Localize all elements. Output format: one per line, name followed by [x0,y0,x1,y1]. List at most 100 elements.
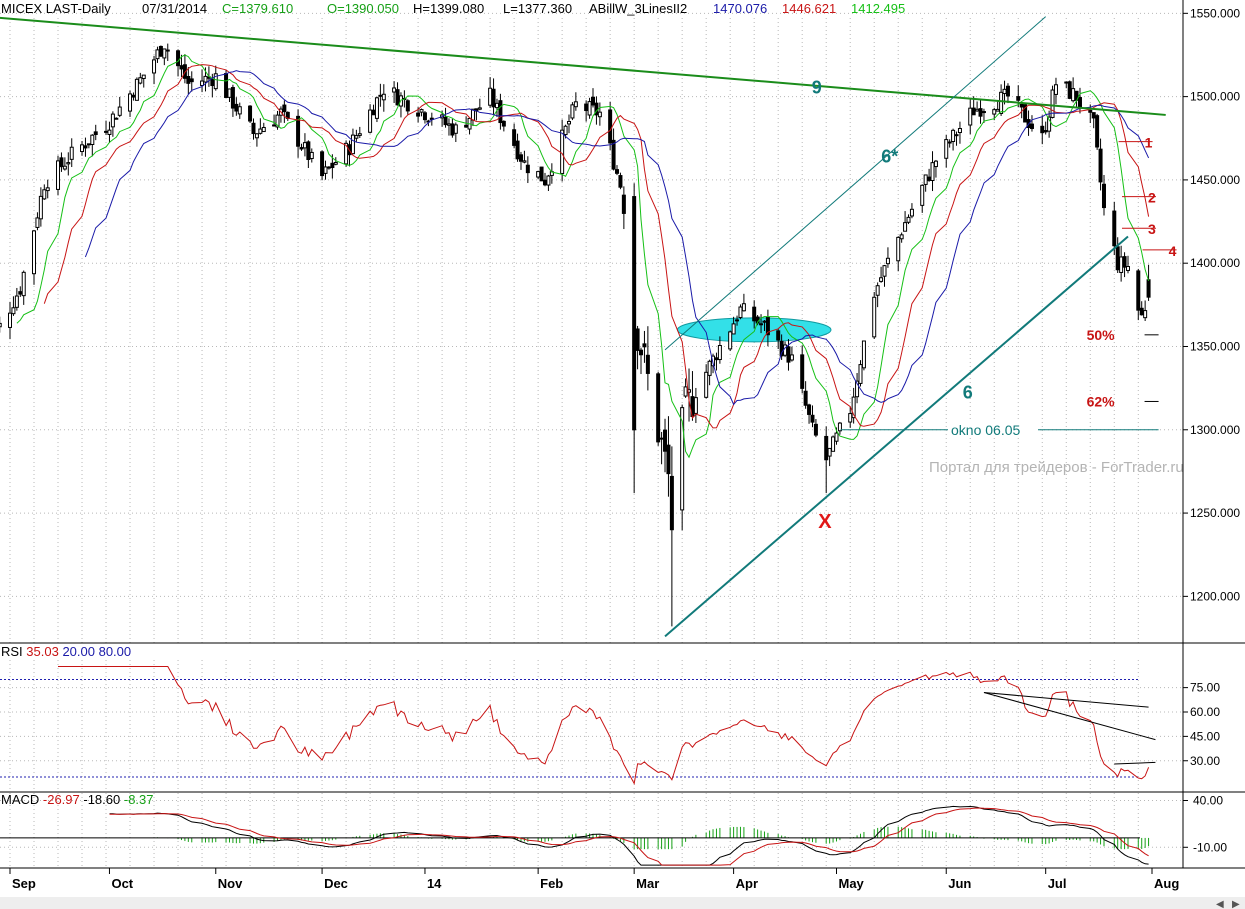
macd-title-name: MACD [1,792,39,807]
macd-tick-label: 40.00 [1193,793,1223,807]
candle-up [155,49,160,60]
candle-down [786,346,791,363]
symbol-label: MICEX LAST-Daily [1,1,111,16]
candle-down [813,423,818,436]
rsi-tick-label: 75.00 [1190,681,1220,695]
candle-down [807,404,812,415]
candle-up [968,107,973,126]
candle-up [45,187,50,192]
candle-down [282,104,287,113]
candle-down [645,354,650,374]
candle-up [872,296,877,338]
macd-histogram-value: -8.37 [120,792,153,807]
candle-down [759,323,764,326]
candle-up [261,126,266,133]
candle-up [707,360,712,376]
candle-down [296,115,301,147]
candle-down [395,89,400,106]
candle-down [1098,148,1103,183]
fib-level-label: 50% [1087,327,1116,343]
candle-down [1077,97,1082,108]
candle-up [587,101,592,116]
red-ma-line [43,64,1150,429]
candle-up [488,87,493,106]
rsi-tick-label: 45.00 [1190,729,1220,743]
macd-signal-line [109,807,1149,866]
candle-down [542,179,547,186]
green-ma-line [16,54,1150,459]
candle-down [210,78,215,87]
candle-up [254,133,259,139]
candle-down [927,176,932,181]
candle-up [350,134,355,155]
candle-down [179,65,184,70]
candle-down [1095,115,1100,148]
candle-up [957,128,962,134]
candle-up [704,371,709,398]
candle-down [182,64,187,79]
candle-up [326,166,331,169]
candle-down [416,112,421,117]
candle-down [1064,81,1069,84]
candle-up [90,134,95,146]
candle-up [566,121,571,125]
candle-down [618,175,623,188]
candle-down [669,475,674,531]
close-label: C=1379.610 [222,1,294,16]
candle-up [1047,116,1052,132]
macd-signal-value: -18.60 [80,792,120,807]
candle-up [851,396,856,419]
candle-up [858,364,863,384]
open-label: O=1390.050 [327,1,399,16]
date-label: 07/31/2014 [142,1,208,16]
candle-up [446,123,451,126]
candle-up [42,189,47,200]
candle-down [1067,81,1072,99]
candle-up [477,107,482,110]
candle-up [494,102,499,109]
price-tick-label: 1400.000 [1190,256,1240,270]
labels-layer: RSI 35.03 20.00 80.00 MACD -26.97 -18.60 … [1,644,154,807]
candle-up [1119,256,1124,273]
rsi-level-high: 80.00 [95,644,131,659]
candle-up [354,135,359,139]
candle-down [947,141,952,144]
candle-up [357,133,362,136]
rsi-line [58,666,1150,786]
candle-up [107,129,112,135]
candle-up [563,125,568,136]
candle-up [903,222,908,232]
candle-up [62,165,67,170]
candle-down [591,96,596,106]
candle-down [93,131,98,136]
candle-up [203,75,208,83]
candle-down [1088,109,1093,113]
annotations-layer: 9 6 6* X 50% 62% okno 06.05 1 2 34 Портал для трей… [0,16,1184,638]
rsi-divergence-line [983,692,1149,708]
candle-down [405,100,410,112]
candle-down [230,87,235,109]
candle-down [248,105,253,122]
candle-up [110,113,115,128]
candle-up [933,160,938,168]
candle-up [560,129,565,174]
candle-up [951,129,956,143]
axis-layer: 1550.000 1500.000 1450.000 1400.000 1350.000… [9,6,1240,891]
candle-up [453,124,458,134]
candle-up [237,106,242,115]
candle-up [378,94,383,97]
candle-down [635,328,640,351]
candle-up [258,128,263,134]
candle-down [320,151,325,177]
candle-up [128,93,133,112]
month-label: Jul [1048,876,1067,891]
candle-down [1005,85,1010,97]
candle-up [999,91,1004,114]
candle-up [573,101,578,108]
candle-down [18,291,23,295]
indicator-levels [0,679,1140,778]
rsi-value: 35.03 [23,644,59,659]
rsi-divergence-line [1114,761,1156,765]
candle-down [450,123,455,136]
gap-label-bg [948,421,1038,438]
